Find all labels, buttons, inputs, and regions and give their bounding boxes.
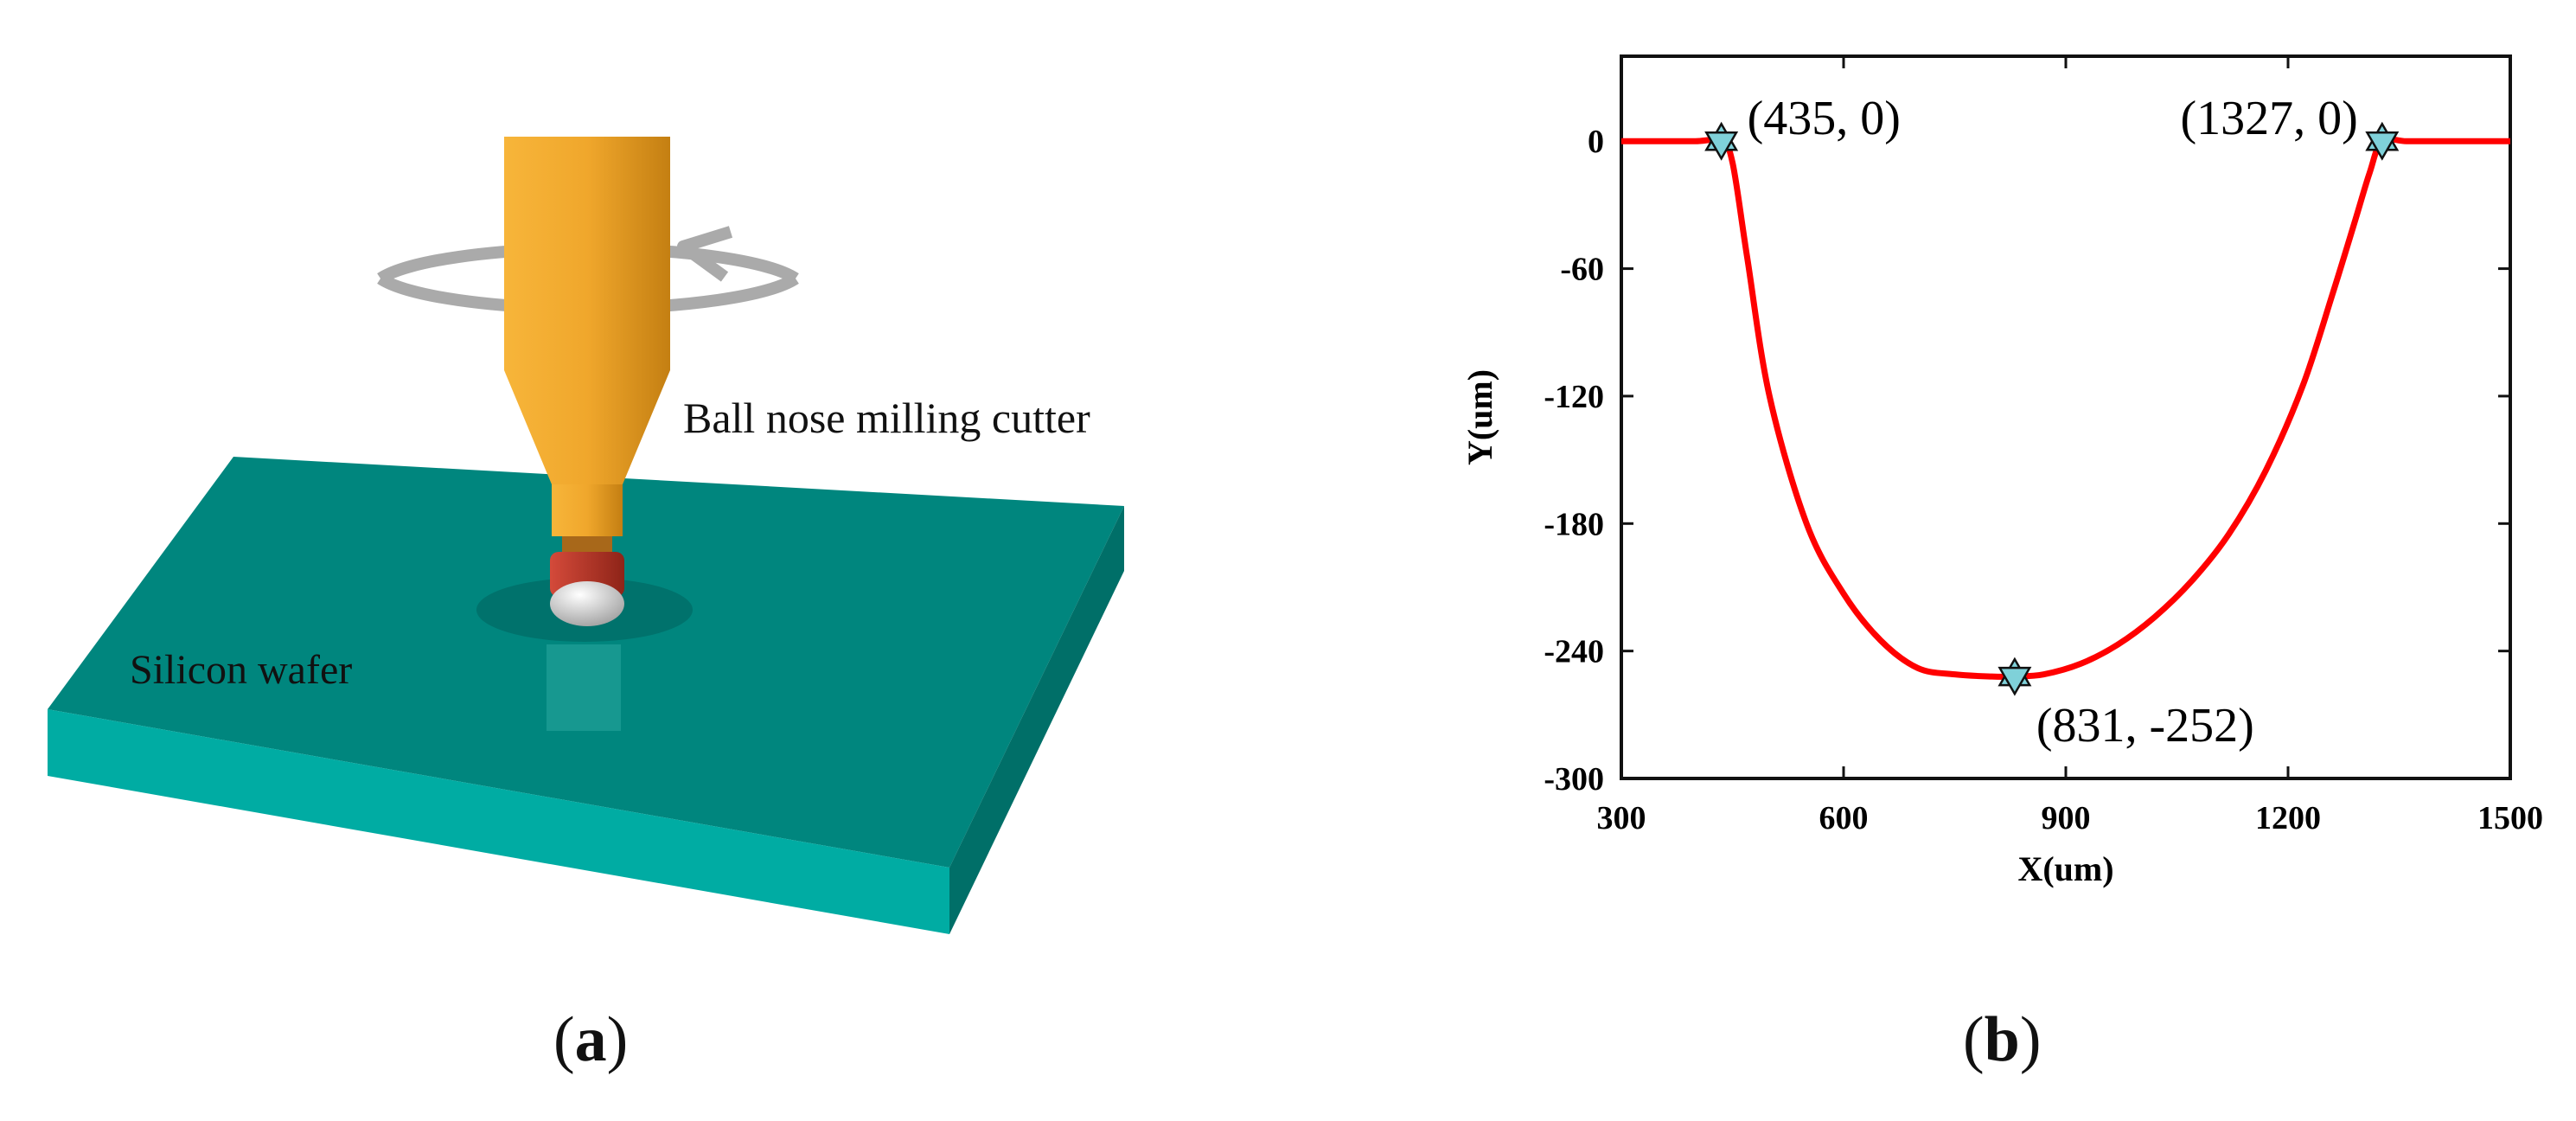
y-tick-label: -120 <box>1544 379 1604 415</box>
x-tick-label: 600 <box>1819 800 1869 836</box>
milling-illustration: Ball nose milling cutter Silicon wafer <box>48 137 1124 934</box>
wafer-label: Silicon wafer <box>130 647 352 693</box>
marker-label: (435, 0) <box>1748 92 1901 145</box>
y-tick-label: -240 <box>1544 634 1604 670</box>
cutter-neck <box>552 484 623 536</box>
wafer-side-face <box>949 506 1124 934</box>
panel-a-illustration: Ball nose milling cutter Silicon wafer <box>0 0 1262 1117</box>
y-tick-label: -300 <box>1544 761 1604 798</box>
rotation-arrowhead-icon <box>677 226 733 282</box>
cutter-reflection <box>547 644 621 731</box>
caption-a: (a) <box>553 1004 629 1075</box>
caption-a-letter: a <box>574 1004 607 1075</box>
star-marker-icon <box>1998 657 2032 696</box>
silicon-wafer <box>48 457 1124 934</box>
chart-markers: (435, 0) (1327, 0) (831, -252) <box>1704 92 2400 753</box>
y-tick-label: -60 <box>1560 252 1604 288</box>
caption-b-letter: b <box>1984 1004 2020 1075</box>
star-marker-icon <box>2365 121 2400 161</box>
x-axis-label: X(um) <box>2017 849 2113 888</box>
profile-line <box>1621 136 2510 680</box>
chart-ticks: 300 600 900 1200 1500 0 -60 -120 -180 -240 -300 <box>1544 56 2543 836</box>
x-tick-label: 300 <box>1597 800 1646 836</box>
chart-series <box>1621 136 2510 680</box>
cutter-collar <box>562 536 612 552</box>
cutter-shank <box>504 137 670 370</box>
x-tick-label: 1200 <box>2255 800 2321 836</box>
ball-nose-cutter <box>504 137 670 626</box>
marker-label: (831, -252) <box>2036 699 2254 753</box>
cutter-taper <box>504 370 670 484</box>
marker-label: (1327, 0) <box>2180 92 2357 145</box>
wafer-front-face <box>48 709 949 934</box>
y-tick-label: 0 <box>1588 124 1604 160</box>
panel-b-chart: 300 600 900 1200 1500 0 -60 -120 -180 -240 -300 (4… <box>1262 0 2576 1117</box>
caption-b: (b) <box>1963 1004 2042 1075</box>
y-tick-label: -180 <box>1544 506 1604 542</box>
star-marker-icon <box>1704 121 1739 161</box>
cutter-label: Ball nose milling cutter <box>683 394 1090 442</box>
x-tick-label: 1500 <box>2477 800 2543 836</box>
x-tick-label: 900 <box>2042 800 2091 836</box>
profile-chart: 300 600 900 1200 1500 0 -60 -120 -180 -240 -300 (4… <box>1461 54 2543 888</box>
y-axis-label: Y(um) <box>1461 369 1499 465</box>
cutter-ball <box>550 581 624 626</box>
